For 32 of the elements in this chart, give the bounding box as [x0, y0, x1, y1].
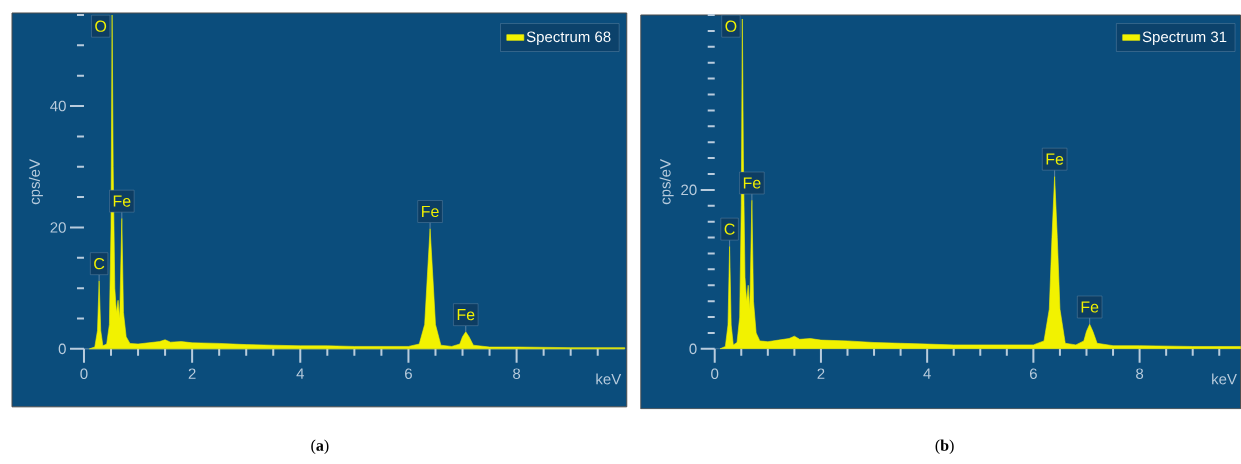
annotation: Fe: [1081, 301, 1099, 313]
y-axis-title: cps/eV: [28, 159, 43, 205]
legend-label: Spectrum 31: [1142, 31, 1227, 46]
annotation: Fe: [113, 195, 131, 207]
annotation: Fe: [457, 309, 475, 321]
x-tick-label: 8: [513, 368, 521, 380]
annotation: C: [724, 223, 735, 235]
x-tick-label: 2: [188, 368, 196, 379]
x-axis-title: keV: [596, 373, 622, 385]
x-tick-label: 4: [923, 368, 931, 379]
annotation: O: [95, 20, 107, 32]
text: (a): [311, 439, 329, 455]
annotation: Fe: [1046, 153, 1064, 165]
text: (b): [935, 439, 954, 455]
x-axis-title: keV: [1212, 373, 1237, 385]
x-tick-label: 4: [296, 368, 305, 379]
annotation: Fe: [743, 177, 761, 189]
y-axis-title: cps/eV: [659, 159, 674, 205]
x-tick-label: 6: [1029, 368, 1037, 380]
annotation: O: [725, 20, 737, 32]
y-tick-label: 20: [681, 184, 697, 196]
annotation: C: [94, 258, 105, 270]
y-tick-label: 40: [50, 100, 66, 112]
x-tick-label: 8: [1136, 368, 1144, 380]
x-tick-label: 2: [817, 368, 825, 379]
annotation: Fe: [422, 205, 439, 218]
legend-label: Spectrum 68: [526, 31, 611, 46]
x-tick-label: 0: [711, 368, 719, 380]
y-tick-label: 20: [50, 222, 66, 233]
x-tick-label: 6: [405, 368, 412, 380]
x-tick-label: 0: [80, 368, 88, 380]
y-tick-label: 0: [58, 343, 66, 355]
